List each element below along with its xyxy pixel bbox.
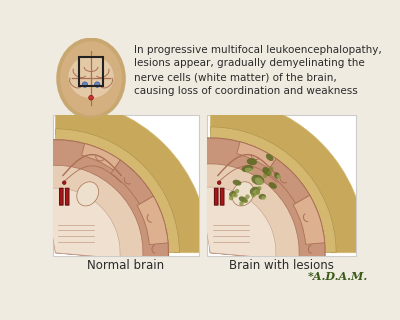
Ellipse shape	[59, 40, 123, 117]
Circle shape	[244, 199, 248, 203]
Ellipse shape	[274, 172, 280, 179]
Ellipse shape	[233, 180, 241, 186]
Wedge shape	[111, 160, 153, 204]
Wedge shape	[200, 138, 325, 263]
Text: lesions appear, gradually demyelinating the: lesions appear, gradually demyelinating …	[134, 59, 365, 68]
Ellipse shape	[261, 196, 266, 200]
Circle shape	[89, 95, 93, 100]
Text: nerve cells (white matter) of the brain,: nerve cells (white matter) of the brain,	[134, 72, 337, 82]
Ellipse shape	[68, 56, 114, 98]
Ellipse shape	[253, 189, 260, 196]
Bar	[79, 57, 103, 86]
Wedge shape	[137, 196, 168, 244]
Wedge shape	[210, 127, 336, 253]
Wedge shape	[46, 140, 168, 263]
Ellipse shape	[242, 165, 253, 172]
Wedge shape	[44, 188, 120, 258]
Circle shape	[62, 181, 66, 184]
Circle shape	[82, 82, 88, 87]
Circle shape	[94, 82, 100, 87]
Circle shape	[256, 190, 260, 195]
FancyBboxPatch shape	[60, 188, 63, 205]
Ellipse shape	[229, 191, 236, 197]
Bar	[207, 116, 356, 256]
Circle shape	[218, 181, 221, 184]
Circle shape	[239, 202, 244, 206]
Text: Brain with lesions: Brain with lesions	[229, 260, 334, 272]
Circle shape	[233, 193, 238, 197]
Text: *A.D.A.M.: *A.D.A.M.	[307, 271, 368, 282]
FancyBboxPatch shape	[214, 188, 218, 205]
Circle shape	[268, 171, 272, 175]
Circle shape	[251, 193, 256, 197]
Ellipse shape	[232, 193, 237, 197]
FancyBboxPatch shape	[220, 188, 224, 205]
Circle shape	[269, 166, 274, 171]
Text: In progressive multifocal leukoencephalopathy,: In progressive multifocal leukoencephalo…	[134, 44, 382, 54]
FancyBboxPatch shape	[66, 188, 69, 205]
Circle shape	[235, 189, 239, 193]
Ellipse shape	[245, 168, 253, 172]
Wedge shape	[56, 99, 209, 253]
Wedge shape	[82, 144, 120, 170]
Bar	[52, 116, 199, 256]
Ellipse shape	[266, 154, 274, 161]
Ellipse shape	[258, 194, 266, 199]
Circle shape	[229, 196, 233, 200]
Ellipse shape	[262, 167, 271, 176]
Wedge shape	[237, 142, 276, 169]
Wedge shape	[293, 195, 325, 244]
Wedge shape	[48, 165, 143, 260]
Ellipse shape	[247, 158, 257, 165]
Text: causing loss of coordination and weakness: causing loss of coordination and weaknes…	[134, 86, 358, 96]
Ellipse shape	[268, 182, 277, 189]
Wedge shape	[56, 129, 179, 253]
Circle shape	[245, 195, 250, 199]
Ellipse shape	[250, 187, 260, 196]
Wedge shape	[202, 164, 299, 260]
Ellipse shape	[251, 175, 264, 185]
Ellipse shape	[239, 196, 247, 203]
Wedge shape	[199, 187, 276, 259]
Wedge shape	[210, 97, 366, 253]
Text: Normal brain: Normal brain	[87, 260, 164, 272]
Circle shape	[257, 186, 262, 190]
Circle shape	[263, 173, 268, 178]
Ellipse shape	[255, 177, 264, 185]
Wedge shape	[267, 159, 310, 204]
Ellipse shape	[277, 174, 281, 180]
Ellipse shape	[232, 182, 254, 206]
Ellipse shape	[77, 182, 98, 206]
